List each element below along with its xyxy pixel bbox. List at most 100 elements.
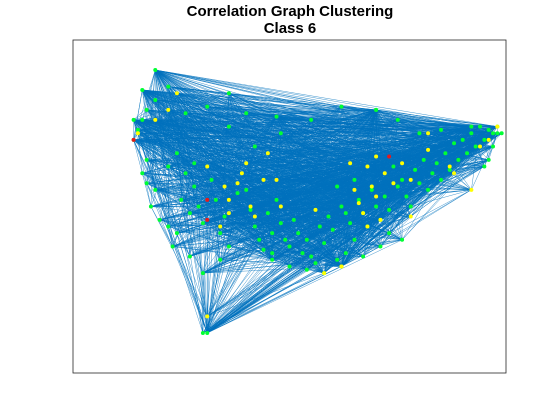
data-point-green xyxy=(443,151,447,155)
hub-node xyxy=(205,331,209,335)
data-point-green xyxy=(192,185,196,189)
data-point-green xyxy=(335,185,339,189)
data-point-yellow xyxy=(374,155,378,159)
data-point-green xyxy=(352,178,356,182)
data-point-yellow xyxy=(313,208,317,212)
data-point-green xyxy=(175,151,179,155)
data-point-green xyxy=(387,231,391,235)
data-point-green xyxy=(223,214,227,218)
data-point-green xyxy=(257,238,261,242)
data-point-yellow xyxy=(365,165,369,169)
data-point-green xyxy=(396,118,400,122)
data-point-green xyxy=(482,138,486,142)
data-point-yellow xyxy=(227,198,231,202)
data-point-green xyxy=(188,254,192,258)
data-point-yellow xyxy=(175,91,179,95)
data-point-yellow xyxy=(495,125,499,129)
data-point-red xyxy=(132,138,136,142)
data-point-green xyxy=(400,238,404,242)
hub-node xyxy=(270,258,274,262)
data-point-green xyxy=(344,211,348,215)
data-point-green xyxy=(417,181,421,185)
data-point-red xyxy=(387,155,391,159)
data-point-green xyxy=(153,98,157,102)
data-point-yellow xyxy=(262,178,266,182)
data-point-green xyxy=(309,254,313,258)
data-point-green xyxy=(227,244,231,248)
data-point-green xyxy=(288,264,292,268)
data-point-green xyxy=(439,178,443,182)
chart-title-line-2: Class 6 xyxy=(264,20,317,37)
data-point-green xyxy=(201,221,205,225)
data-point-green xyxy=(487,158,491,162)
data-point-green xyxy=(396,185,400,189)
data-point-green xyxy=(166,85,170,89)
data-point-green xyxy=(439,128,443,132)
data-point-green xyxy=(465,151,469,155)
data-point-green xyxy=(374,205,378,209)
data-point-green xyxy=(305,238,309,242)
hub-node xyxy=(495,131,499,135)
data-point-green xyxy=(244,188,248,192)
data-point-yellow xyxy=(166,108,170,112)
data-point-green xyxy=(409,205,413,209)
data-point-green xyxy=(461,138,465,142)
data-point-yellow xyxy=(223,185,227,189)
data-point-yellow xyxy=(266,151,270,155)
data-point-green xyxy=(318,224,322,228)
data-point-green xyxy=(283,238,287,242)
data-point-yellow xyxy=(249,205,253,209)
data-point-green xyxy=(422,158,426,162)
data-point-green xyxy=(166,165,170,169)
data-point-yellow xyxy=(469,188,473,192)
hub-node xyxy=(275,115,279,119)
data-point-green xyxy=(145,158,149,162)
data-point-yellow xyxy=(409,214,413,218)
data-point-yellow xyxy=(348,161,352,165)
data-point-green xyxy=(404,195,408,199)
data-point-green xyxy=(149,205,153,209)
data-point-green xyxy=(378,244,382,248)
data-point-green xyxy=(236,191,240,195)
data-point-yellow xyxy=(365,224,369,228)
data-point-green xyxy=(430,171,434,175)
data-point-green xyxy=(266,211,270,215)
data-point-green xyxy=(175,231,179,235)
data-point-yellow xyxy=(409,178,413,182)
data-point-green xyxy=(184,111,188,115)
data-point-yellow xyxy=(136,131,140,135)
data-point-red xyxy=(205,218,209,222)
data-point-green xyxy=(361,254,365,258)
data-point-green xyxy=(491,131,495,135)
data-point-green xyxy=(374,108,378,112)
data-point-yellow xyxy=(205,314,209,318)
data-point-green xyxy=(387,208,391,212)
data-point-red xyxy=(205,198,209,202)
data-point-green xyxy=(279,221,283,225)
data-point-green xyxy=(275,198,279,202)
data-point-yellow xyxy=(253,214,257,218)
hub-node xyxy=(153,68,157,72)
data-point-green xyxy=(435,161,439,165)
data-point-yellow xyxy=(275,178,279,182)
data-point-green xyxy=(244,111,248,115)
data-point-green xyxy=(309,118,313,122)
data-point-yellow xyxy=(322,271,326,275)
data-point-green xyxy=(214,198,218,202)
chart-title-line-1: Correlation Graph Clustering xyxy=(187,3,394,20)
data-point-green xyxy=(188,211,192,215)
data-point-green xyxy=(292,218,296,222)
data-point-green xyxy=(491,145,495,149)
data-point-yellow xyxy=(391,181,395,185)
data-point-green xyxy=(344,251,348,255)
data-point-green xyxy=(426,188,430,192)
data-point-green xyxy=(305,268,309,272)
data-point-green xyxy=(270,251,274,255)
data-point-green xyxy=(210,178,214,182)
data-point-yellow xyxy=(205,165,209,169)
data-point-green xyxy=(478,125,482,129)
data-point-green xyxy=(192,161,196,165)
data-point-green xyxy=(331,228,335,232)
data-point-green xyxy=(201,271,205,275)
